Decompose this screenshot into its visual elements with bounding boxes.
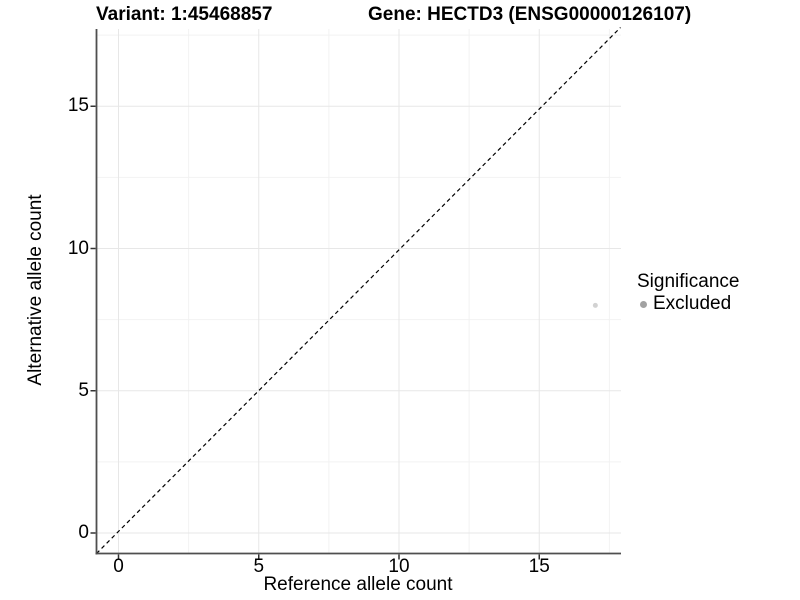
data-point <box>592 302 598 308</box>
y-tick-label: 0 <box>78 522 89 543</box>
excluded-point-icon <box>640 300 647 308</box>
legend-title: Significance <box>637 271 740 292</box>
x-tick-label: 10 <box>388 556 410 577</box>
legend-item-label: Excluded <box>653 293 732 314</box>
x-tick-label: 5 <box>253 556 265 577</box>
x-tick-label: 0 <box>113 556 124 577</box>
variant-title: Variant: 1:45468857 <box>96 4 273 25</box>
x-tick-label: 15 <box>528 556 550 577</box>
gene-title: Gene: HECTD3 (ENSG00000126107) <box>368 4 692 25</box>
legend: Significance Excluded <box>637 272 739 314</box>
y-tick-label: 15 <box>67 95 89 117</box>
x-axis-label: Reference allele count <box>263 574 453 595</box>
y-tick-label: 5 <box>78 379 89 401</box>
identity-dashed-line <box>96 27 621 554</box>
y-tick-label: 10 <box>67 237 89 259</box>
legend-item-excluded: Excluded <box>637 294 739 314</box>
